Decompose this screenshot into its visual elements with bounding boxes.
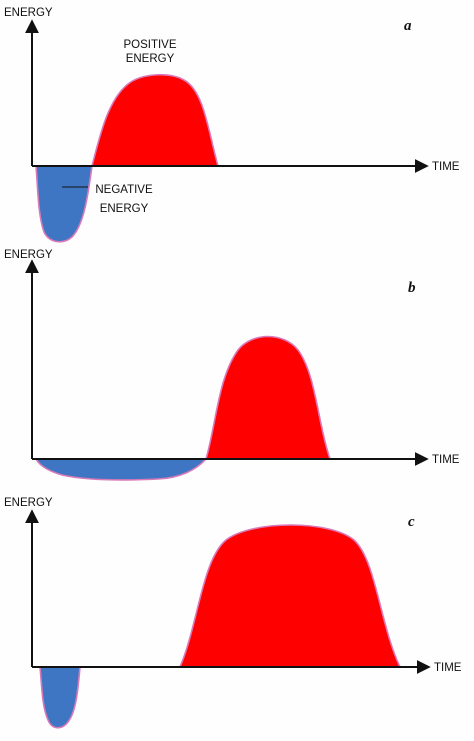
negative-energy-pulse-c bbox=[39, 666, 81, 729]
positive-energy-pulse-a bbox=[90, 74, 220, 167]
positive-energy-label-line2: ENERGY bbox=[126, 53, 175, 65]
panel-letter-b: b bbox=[408, 280, 416, 296]
positive-energy-label-line1: POSITIVE bbox=[123, 39, 176, 51]
panel-letter-c: c bbox=[408, 514, 415, 530]
negative-energy-pulse-b bbox=[34, 458, 208, 481]
x-axis-label-b: TIME bbox=[432, 454, 460, 466]
panel-letter-a: a bbox=[404, 18, 412, 34]
negative-energy-pulse-a bbox=[35, 165, 93, 243]
panel-b: ENERGY TIME b bbox=[4, 249, 460, 481]
panel-a: ENERGY TIME a POSITIVE ENERGY NEGATIVE E… bbox=[4, 7, 460, 243]
x-axis-label-c: TIME bbox=[434, 662, 462, 674]
negative-energy-label-line1: NEGATIVE bbox=[95, 184, 153, 196]
positive-energy-pulse-c bbox=[178, 524, 402, 668]
y-axis-label-b: ENERGY bbox=[4, 249, 53, 261]
panel-c: ENERGY TIME c bbox=[4, 497, 462, 729]
y-axis-label-a: ENERGY bbox=[4, 7, 53, 19]
positive-energy-pulse-b bbox=[204, 335, 332, 460]
y-axis-label-c: ENERGY bbox=[4, 497, 53, 509]
x-axis-label-a: TIME bbox=[432, 161, 460, 173]
negative-energy-label-line2: ENERGY bbox=[100, 203, 149, 215]
